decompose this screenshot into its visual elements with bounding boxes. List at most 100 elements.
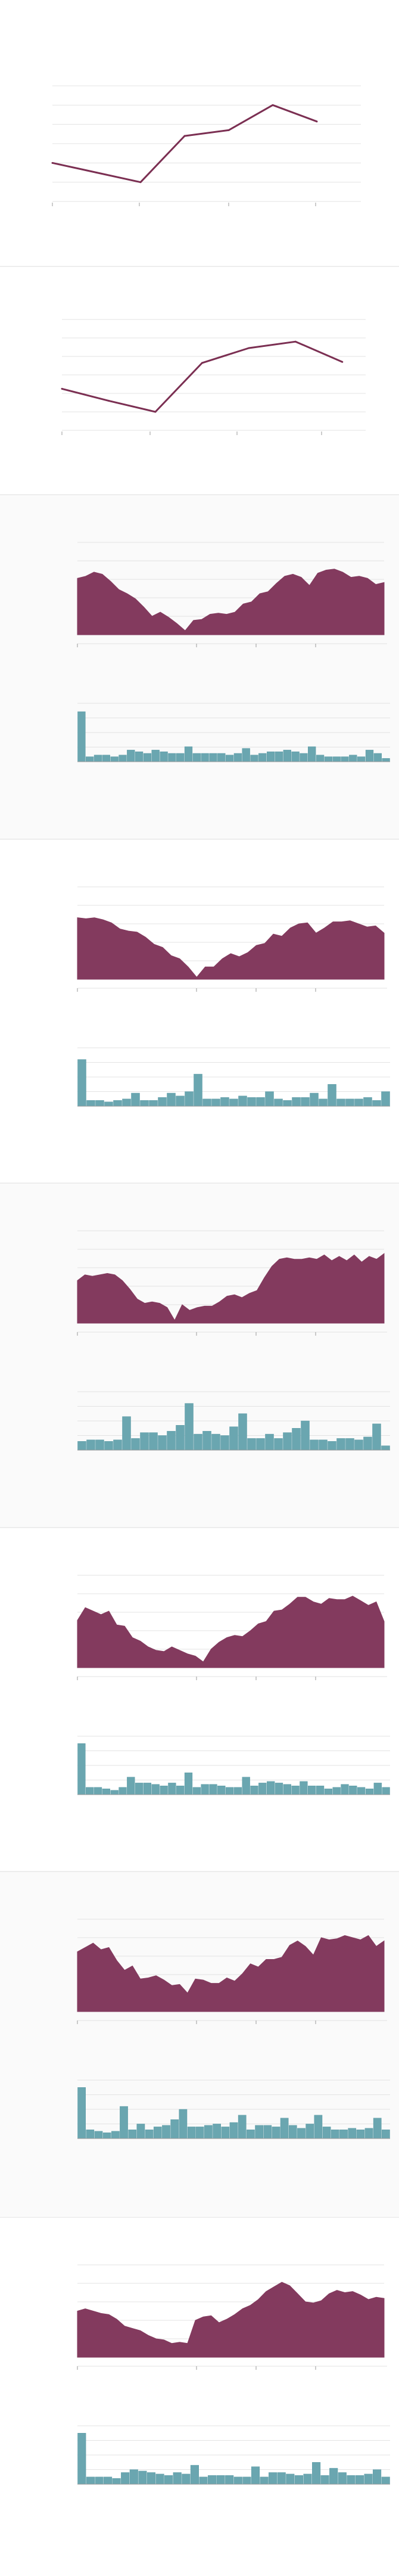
bar bbox=[283, 1100, 292, 1107]
bar bbox=[310, 1093, 319, 1107]
panel-background bbox=[0, 1183, 399, 1528]
bar bbox=[160, 751, 168, 762]
bar bbox=[310, 1439, 319, 1451]
bar bbox=[275, 1783, 283, 1795]
bar bbox=[265, 1433, 274, 1451]
bar bbox=[86, 1787, 94, 1795]
bar bbox=[291, 1786, 300, 1795]
bar bbox=[308, 1786, 316, 1795]
area-chart-1 bbox=[77, 542, 387, 647]
area-chart-3 bbox=[77, 1230, 387, 1336]
bar bbox=[184, 1773, 193, 1795]
bar bbox=[341, 756, 349, 762]
bar bbox=[381, 2476, 390, 2485]
bar bbox=[292, 1428, 301, 1451]
bar bbox=[176, 1425, 185, 1451]
bar bbox=[225, 755, 234, 762]
bar bbox=[347, 2475, 356, 2485]
bar bbox=[381, 1091, 390, 1107]
area-fill bbox=[77, 1253, 385, 1324]
bar bbox=[328, 1084, 336, 1107]
data-point bbox=[154, 411, 157, 413]
bar bbox=[283, 1432, 292, 1451]
bar bbox=[199, 2476, 208, 2485]
bar bbox=[301, 1097, 310, 1107]
bar bbox=[238, 1413, 247, 1451]
bar bbox=[233, 753, 242, 762]
bar bbox=[260, 2476, 269, 2485]
panel-background bbox=[0, 1872, 399, 2216]
area-fill bbox=[77, 1935, 385, 2012]
area-fill bbox=[77, 2282, 385, 2358]
bar bbox=[258, 753, 267, 762]
bar bbox=[94, 2131, 103, 2139]
bar bbox=[176, 753, 185, 762]
bar bbox=[341, 1784, 349, 1795]
bar bbox=[272, 2127, 280, 2139]
bar bbox=[151, 750, 160, 762]
bar bbox=[128, 2130, 137, 2139]
bar bbox=[136, 2124, 145, 2139]
bar bbox=[120, 2106, 128, 2139]
bar bbox=[77, 1441, 86, 1451]
area-chart-4 bbox=[77, 1575, 387, 1680]
line-chart-2 bbox=[61, 319, 366, 435]
bar bbox=[160, 1786, 168, 1795]
bar bbox=[167, 1093, 176, 1107]
bar bbox=[170, 2119, 179, 2139]
bar bbox=[314, 2115, 323, 2139]
bar bbox=[364, 2473, 373, 2485]
bar bbox=[338, 2472, 347, 2485]
bar bbox=[95, 1100, 104, 1107]
bar bbox=[187, 2127, 196, 2139]
data-point bbox=[139, 181, 142, 184]
data-point bbox=[316, 120, 318, 123]
bar bbox=[195, 2127, 204, 2139]
bar bbox=[251, 2466, 260, 2485]
bar bbox=[332, 756, 341, 762]
data-point bbox=[227, 129, 230, 131]
bar bbox=[316, 1786, 325, 1795]
bar bbox=[211, 1433, 220, 1451]
bar bbox=[328, 1441, 336, 1451]
bar bbox=[291, 751, 300, 762]
bar bbox=[153, 2127, 162, 2139]
bar bbox=[86, 2130, 95, 2139]
data-point bbox=[272, 104, 274, 106]
area-fill bbox=[77, 1596, 385, 1668]
bar bbox=[102, 2132, 111, 2139]
bar bbox=[86, 2476, 95, 2485]
bar bbox=[77, 2087, 86, 2139]
bar bbox=[149, 1432, 158, 1451]
bar bbox=[269, 2472, 278, 2485]
bar bbox=[146, 2472, 156, 2485]
bar bbox=[373, 2469, 382, 2485]
bar bbox=[167, 1430, 176, 1451]
data-point bbox=[201, 362, 203, 364]
bar bbox=[336, 1438, 345, 1451]
bar bbox=[217, 1786, 226, 1795]
area-fill bbox=[77, 917, 385, 980]
bar bbox=[113, 1439, 122, 1451]
bar bbox=[86, 1100, 95, 1107]
bar bbox=[155, 2473, 164, 2485]
bar-chart-3 bbox=[77, 1391, 390, 1451]
bar bbox=[336, 1098, 345, 1107]
bar-chart-6 bbox=[77, 2425, 390, 2485]
bar bbox=[194, 1433, 202, 1451]
bar bbox=[122, 1416, 131, 1451]
bar bbox=[217, 753, 226, 762]
bar bbox=[93, 1787, 102, 1795]
bar bbox=[308, 746, 316, 762]
bar bbox=[301, 1420, 310, 1451]
bar bbox=[86, 756, 94, 762]
data-point bbox=[183, 135, 186, 137]
bar bbox=[258, 1783, 267, 1795]
bar bbox=[275, 751, 283, 762]
bar bbox=[331, 2130, 339, 2139]
bar bbox=[173, 2472, 182, 2485]
bar bbox=[349, 755, 357, 762]
bar bbox=[255, 2125, 263, 2139]
bar bbox=[204, 2125, 213, 2139]
